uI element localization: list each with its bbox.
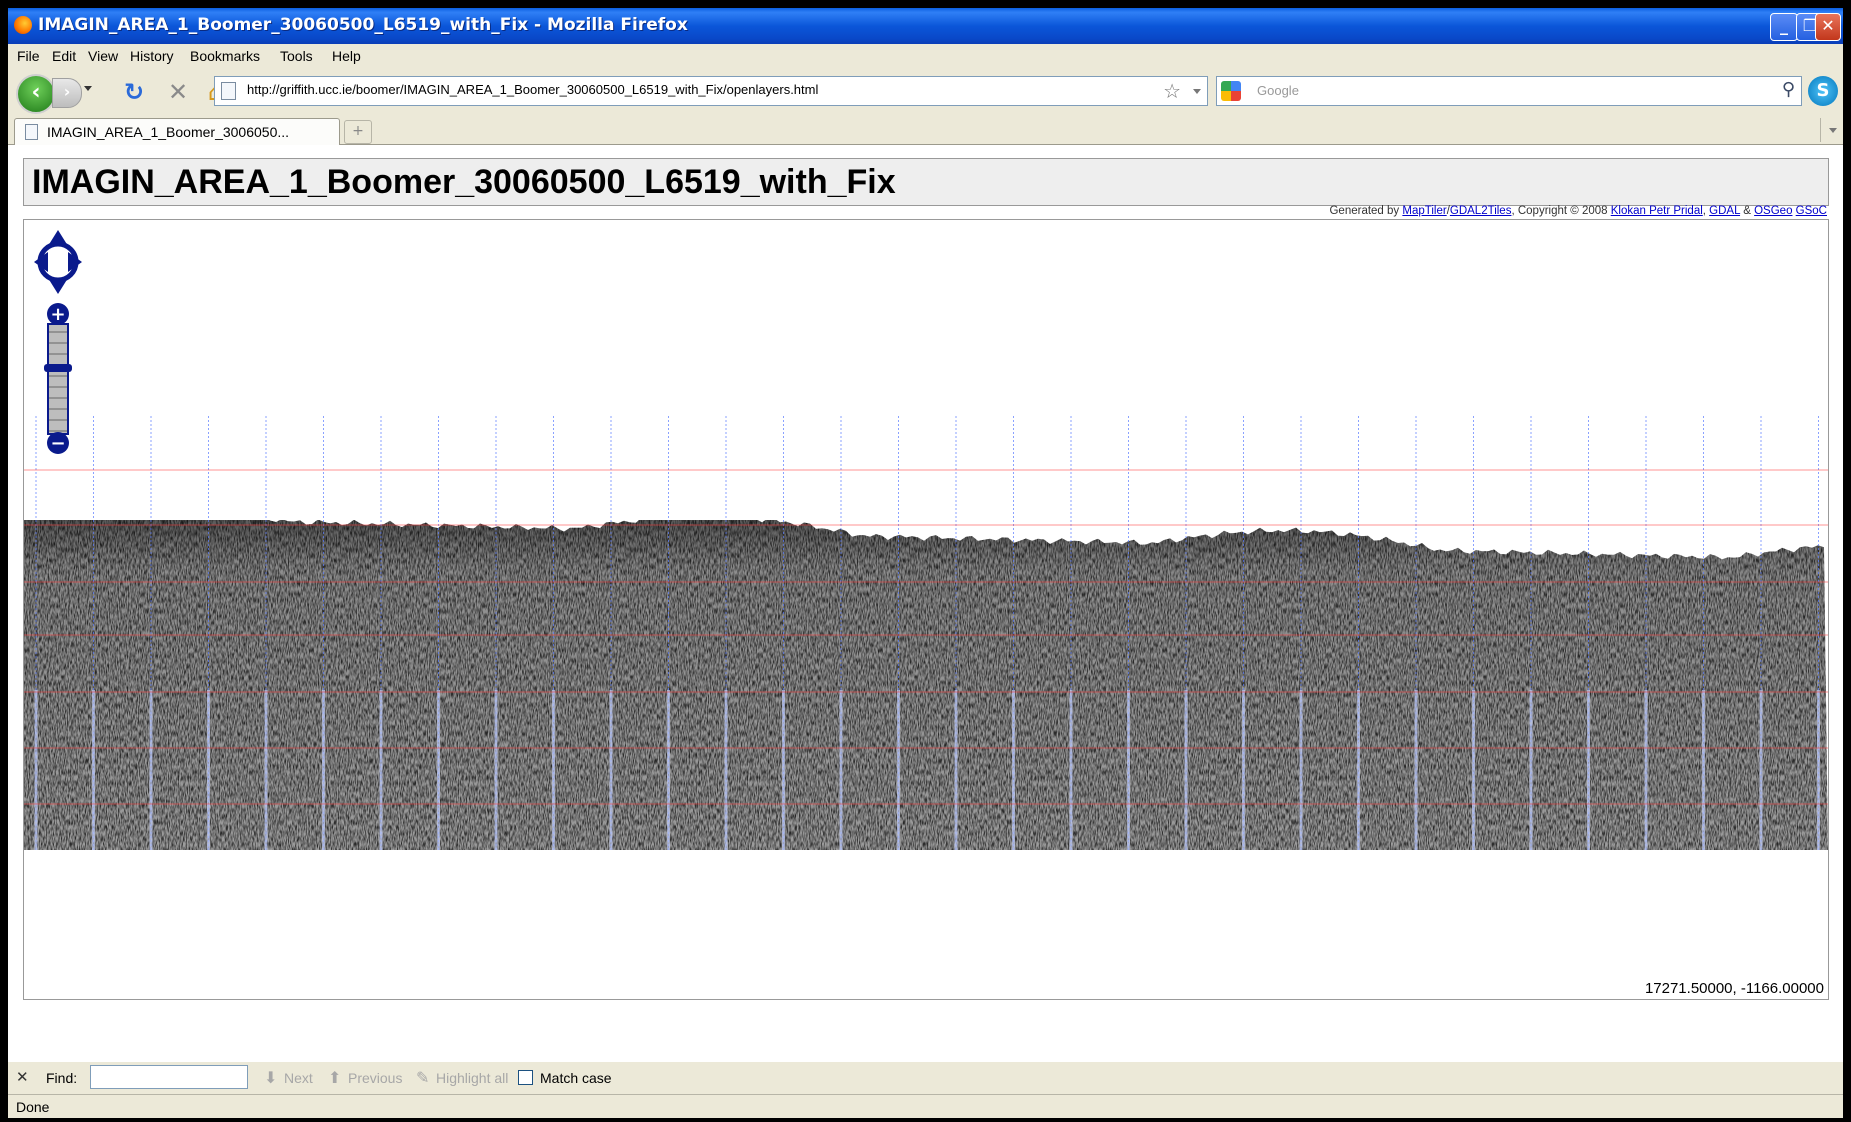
zoom-out-button[interactable]: − xyxy=(47,432,69,454)
minimize-button[interactable]: _ xyxy=(1770,13,1798,41)
pan-control[interactable] xyxy=(34,230,82,294)
find-label: Find: xyxy=(46,1070,78,1086)
menu-bar: File Edit View History Bookmarks Tools H… xyxy=(8,44,1843,68)
menu-view[interactable]: View xyxy=(88,48,119,64)
menu-help[interactable]: Help xyxy=(332,48,361,64)
search-placeholder[interactable]: Google xyxy=(1257,83,1299,98)
page-icon xyxy=(25,124,38,140)
close-find-bar-icon[interactable]: ✕ xyxy=(16,1069,29,1086)
link-osgeo[interactable]: OSGeo xyxy=(1754,205,1793,217)
page-icon xyxy=(221,82,236,100)
reload-icon[interactable]: ↻ xyxy=(124,78,145,106)
find-previous-button[interactable]: Previous xyxy=(348,1070,403,1086)
skype-icon[interactable]: S xyxy=(1808,76,1838,106)
stop-icon[interactable]: ✕ xyxy=(168,78,189,106)
menu-file[interactable]: File xyxy=(17,48,40,64)
status-text: Done xyxy=(16,1099,50,1115)
find-input[interactable] xyxy=(90,1065,248,1089)
highlight-all-icon[interactable]: ✎ xyxy=(416,1070,430,1087)
menu-history[interactable]: History xyxy=(130,48,174,64)
find-previous-icon[interactable]: ⬆ xyxy=(328,1070,342,1087)
attribution: Generated by MapTiler/GDAL2Tiles, Copyri… xyxy=(1329,205,1827,217)
forward-icon[interactable]: › xyxy=(52,78,82,108)
match-case-label[interactable]: Match case xyxy=(540,1070,612,1086)
bookmark-star-icon[interactable]: ☆ xyxy=(1163,79,1181,103)
menu-edit[interactable]: Edit xyxy=(52,48,77,64)
link-gsoc[interactable]: GSoC xyxy=(1795,205,1827,217)
url-bar[interactable]: http://griffith.ucc.ie/boomer/IMAGIN_ARE… xyxy=(214,76,1208,106)
page-title: IMAGIN_AREA_1_Boomer_30060500_L6519_with… xyxy=(32,163,896,201)
highlight-all-button[interactable]: Highlight all xyxy=(436,1070,509,1086)
tab-label: IMAGIN_AREA_1_Boomer_3006050... xyxy=(47,124,290,140)
attribution-sep: , xyxy=(1702,205,1710,217)
attribution-copyright: , Copyright © 2008 xyxy=(1511,205,1611,217)
chevron-down-icon xyxy=(1829,128,1837,133)
google-engine-icon[interactable] xyxy=(1221,81,1241,101)
tab-active[interactable]: IMAGIN_AREA_1_Boomer_3006050... xyxy=(14,118,340,145)
mouse-position-readout: 17271.50000, -1166.00000 xyxy=(1644,980,1824,997)
map-nav-controls: + − xyxy=(34,230,82,454)
page-header: IMAGIN_AREA_1_Boomer_30060500_L6519_with… xyxy=(23,158,1829,206)
search-box[interactable]: Google ⚲ xyxy=(1216,76,1802,106)
zoom-in-button[interactable]: + xyxy=(47,303,69,325)
link-maptiler[interactable]: MapTiler xyxy=(1402,205,1447,217)
navigation-toolbar: ‹ › ↻ ✕ ⌂ http://griffith.ucc.ie/boomer/… xyxy=(8,68,1843,116)
find-next-icon[interactable]: ⬇ xyxy=(264,1070,278,1087)
menu-tools[interactable]: Tools xyxy=(280,48,313,64)
new-tab-button[interactable]: + xyxy=(344,120,372,144)
search-icon[interactable]: ⚲ xyxy=(1781,79,1795,100)
match-case-checkbox[interactable] xyxy=(518,1070,533,1085)
firefox-logo-icon xyxy=(14,16,32,34)
attribution-amp: & xyxy=(1740,205,1755,217)
map-viewport[interactable]: + − 17271.50000, -1166.00000 xyxy=(23,219,1829,1000)
menu-bookmarks[interactable]: Bookmarks xyxy=(190,48,261,64)
seismic-profile-image[interactable] xyxy=(24,220,1828,999)
history-dropdown-icon[interactable] xyxy=(84,86,92,91)
attribution-sep: / xyxy=(1446,205,1450,217)
title-bar[interactable]: IMAGIN_AREA_1_Boomer_30060500_L6519_with… xyxy=(8,8,1843,44)
zoom-slider[interactable] xyxy=(44,323,72,435)
window-title: IMAGIN_AREA_1_Boomer_30060500_L6519_with… xyxy=(38,15,688,35)
find-bar: ✕ Find: ⬇ Next ⬆ Previous ✎ Highlight al… xyxy=(8,1062,1843,1094)
link-gdal2tiles[interactable]: GDAL2Tiles xyxy=(1449,205,1512,217)
zoom-slider-handle[interactable] xyxy=(44,364,72,372)
link-klokan[interactable]: Klokan Petr Pridal xyxy=(1610,205,1703,217)
tab-strip: IMAGIN_AREA_1_Boomer_3006050... + xyxy=(8,116,1843,145)
url-dropdown-icon[interactable] xyxy=(1193,89,1201,94)
link-gdal[interactable]: GDAL xyxy=(1709,205,1741,217)
status-bar: Done xyxy=(8,1094,1843,1118)
page-content: IMAGIN_AREA_1_Boomer_30060500_L6519_with… xyxy=(8,145,1843,1062)
attribution-prefix: Generated by xyxy=(1329,205,1403,217)
zoom-out-label: − xyxy=(50,433,65,454)
find-next-button[interactable]: Next xyxy=(284,1070,313,1086)
url-text[interactable]: http://griffith.ucc.ie/boomer/IMAGIN_ARE… xyxy=(247,82,819,97)
browser-window: IMAGIN_AREA_1_Boomer_30060500_L6519_with… xyxy=(8,8,1843,1118)
back-icon[interactable]: ‹ xyxy=(16,74,56,114)
tab-list-button[interactable] xyxy=(1820,118,1843,142)
close-button[interactable]: ✕ xyxy=(1815,13,1841,41)
zoom-in-label: + xyxy=(50,304,65,325)
